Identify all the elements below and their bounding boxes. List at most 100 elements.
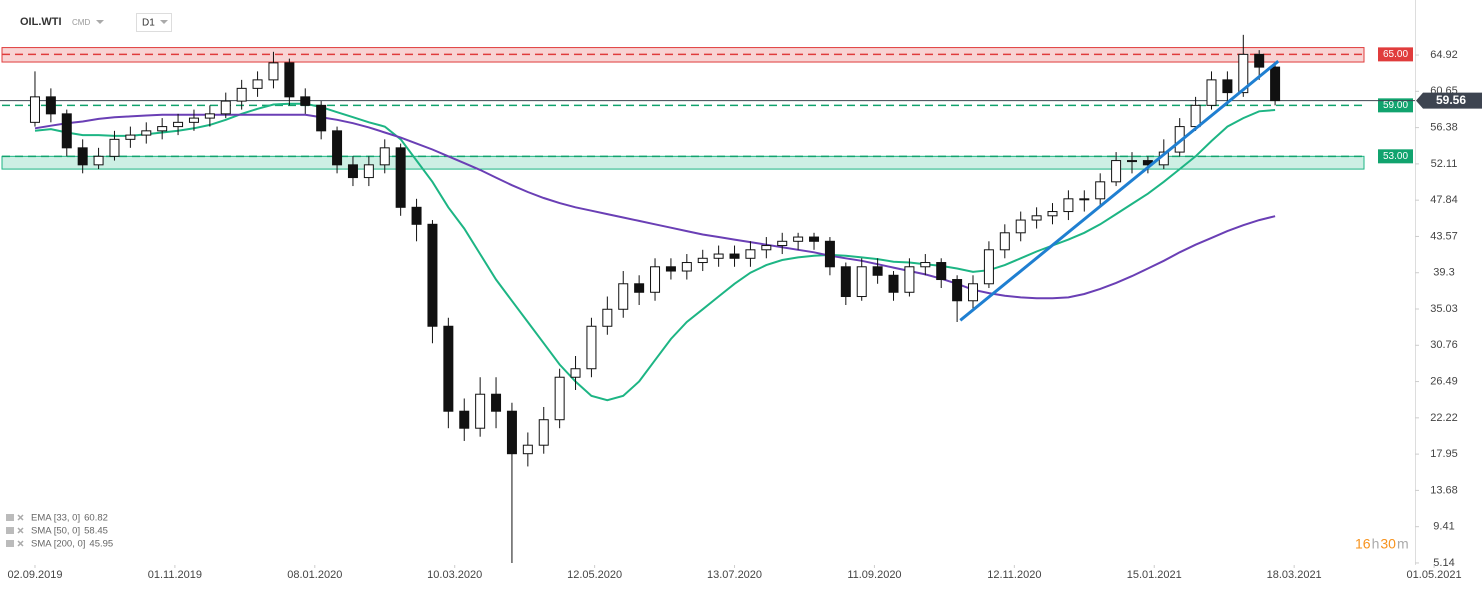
candle-body <box>824 240 835 268</box>
trendline <box>959 60 1280 322</box>
candle-body <box>29 96 40 123</box>
candle-body <box>1270 66 1281 102</box>
level-label: 65.00 <box>1383 49 1408 60</box>
symbol: OIL.WTI <box>20 16 62 28</box>
candle-body <box>109 138 120 157</box>
candle-body <box>888 274 899 293</box>
y-tick-label: 5.14 <box>1433 557 1454 569</box>
candle-body <box>968 283 979 302</box>
candle-body <box>93 155 104 166</box>
candle-body <box>204 113 215 119</box>
candle-body <box>618 283 629 310</box>
x-tick-label: 02.09.2019 <box>7 569 62 581</box>
candle-body <box>1254 53 1265 68</box>
y-tick-label: 64.92 <box>1430 49 1458 61</box>
candle-body <box>220 100 231 115</box>
x-tick-label: 01.11.2019 <box>148 569 202 581</box>
candle-body <box>872 266 883 276</box>
candle-body <box>363 164 374 179</box>
candle-body <box>1238 53 1249 94</box>
candle-body <box>665 266 676 272</box>
level-label: 59.00 <box>1383 100 1408 111</box>
candle-body <box>952 279 963 302</box>
x-tick-label: 11.09.2020 <box>847 569 901 581</box>
candle-body <box>506 410 517 455</box>
countdown: h <box>1372 536 1380 552</box>
level-label: 53.00 <box>1383 151 1408 162</box>
candle-body <box>284 62 295 98</box>
legend-close <box>17 514 24 521</box>
candle-body <box>602 308 613 327</box>
candle-body <box>77 147 88 166</box>
interval[interactable]: D1 <box>142 18 155 29</box>
last-price-label: 59.56 <box>1436 93 1466 107</box>
candle-body <box>141 130 152 136</box>
candle-body <box>920 262 931 268</box>
x-tick-label: 13.07.2020 <box>707 569 762 581</box>
candle-body <box>554 376 565 421</box>
y-tick-label: 47.84 <box>1430 194 1458 206</box>
x-tick-label: 01.05.2021 <box>1407 569 1462 581</box>
countdown: 30 <box>1380 536 1396 552</box>
legend-name: SMA [50, 0] <box>31 526 80 537</box>
candle-body <box>634 283 645 293</box>
candle-body <box>61 113 72 149</box>
x-tick-label: 12.05.2020 <box>567 569 622 581</box>
candle-body <box>45 96 56 115</box>
candle-body <box>538 419 549 446</box>
countdown: 16 <box>1355 536 1371 552</box>
legend-close <box>17 540 24 547</box>
candle-body <box>491 393 502 412</box>
candle-body <box>1031 215 1042 221</box>
candle-body <box>347 164 358 179</box>
candle-body <box>904 266 915 293</box>
legend-icon <box>6 527 14 534</box>
level-box <box>1378 149 1413 164</box>
y-tick-label: 17.95 <box>1430 448 1458 460</box>
level-box <box>1378 47 1413 62</box>
candle-body <box>777 240 788 247</box>
candle-body <box>1222 79 1233 94</box>
legend-icon <box>6 514 14 521</box>
x-tick-label: 12.11.2020 <box>987 569 1041 581</box>
candle-body <box>1063 198 1074 213</box>
candle-body <box>1111 160 1122 183</box>
candle-body <box>856 266 867 298</box>
candle-body <box>459 410 470 429</box>
candle-body <box>125 134 136 140</box>
candle-body <box>300 96 311 106</box>
candle-body <box>236 87 247 102</box>
candle-body <box>713 253 724 259</box>
candle-body <box>729 253 740 259</box>
legend-icon <box>6 540 14 547</box>
y-tick-label: 52.11 <box>1431 158 1458 170</box>
y-tick-label: 22.22 <box>1430 412 1458 424</box>
x-tick-label: 10.03.2020 <box>427 569 482 581</box>
candle-body <box>586 325 597 370</box>
candle-body <box>936 262 947 281</box>
x-tick-label: 18.03.2021 <box>1267 569 1322 581</box>
dropdown-caret[interactable] <box>96 20 104 24</box>
legend-close <box>17 527 24 534</box>
candle-body <box>809 236 820 242</box>
y-tick-label: 30.76 <box>1430 339 1458 351</box>
y-tick-label: 9.41 <box>1433 521 1454 533</box>
candle-body <box>1095 181 1106 200</box>
level-box <box>1378 98 1413 113</box>
y-tick-label: 13.68 <box>1430 484 1458 496</box>
candle-body <box>1127 160 1137 163</box>
candle-body <box>1206 79 1217 106</box>
candle-body <box>793 236 804 242</box>
candle-body <box>697 257 708 264</box>
x-tick-label: 08.01.2020 <box>287 569 342 581</box>
candle-body <box>1047 211 1058 217</box>
candle-body <box>157 126 168 132</box>
interval-box[interactable] <box>136 13 172 32</box>
candle-body <box>173 121 184 128</box>
candle-body <box>268 62 279 81</box>
legend-value: 45.95 <box>89 539 113 550</box>
candle-body <box>681 262 692 272</box>
market[interactable]: CMD <box>72 18 90 27</box>
